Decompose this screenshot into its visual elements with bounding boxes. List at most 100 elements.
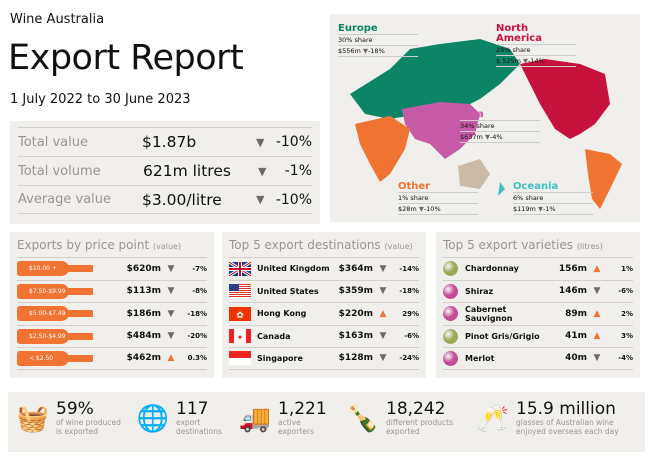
grape-icon [443,306,458,322]
list-item: Chardonnay 156m ▲ 1% [443,257,633,280]
panel-title: Exports by price point (value) [17,238,207,252]
summary-label: Total volume [18,163,101,179]
row-change: -8% [192,287,207,296]
stat-value: 117 [176,399,209,419]
wine-bottles-icon: 🍾 [346,404,380,434]
variety-name: Merlot [465,353,495,363]
panel-title-text: Exports by price point [17,238,150,252]
region-label-oceania: Oceania 6% share $119m ▼-1% [513,182,593,215]
trend-down-icon: ▼ [167,308,175,319]
bottle-icon: $5.00-$7.49 [17,306,93,322]
variety-name: Pinot Gris/Grigio [465,331,540,341]
row-value: $620m [126,263,161,274]
flag-sg-icon [229,351,251,366]
trend-down-icon: ▼ [520,57,529,65]
trend-down-icon: ▼ [379,286,387,297]
stat-desc: enjoyed overseas each day [516,427,619,436]
region-value-line: $637m ▼-4% [460,132,540,143]
stats-strip: 🧺 59% of wine produced is exported 🌐 117 expor… [8,392,645,452]
row-change: -18% [399,287,419,296]
row-value: 89m [565,308,587,319]
summary-change: -10% [275,191,312,208]
list-item: Pinot Gris/Grigio 41m ▲ 3% [443,324,633,348]
region-share: 1% share [398,193,478,204]
grape-icon [443,283,458,299]
row-change: -4% [618,354,633,363]
row-value: 41m [565,331,587,342]
list-item: Cabernet Sauvignon 89m ▲ 2% [443,302,633,325]
summary-label: Average value [18,192,112,207]
trend-down-icon: ▼ [167,286,175,297]
row-value: $220m [338,308,373,319]
map-region-south-america [585,149,622,209]
panel-title-unit: (litres) [576,242,603,251]
globe-icon: 🌐 [136,404,170,434]
stat-value: 18,242 [386,399,446,419]
flag-us-icon [229,284,251,299]
row-value: 40m [565,353,587,364]
summary-change: -10% [275,134,312,150]
row-value: $359m [338,286,373,297]
list-item: $5.00-$7.49 $186m ▼ -18% [17,302,207,325]
list-item: $2.50-$4.99 $484m ▼ -20% [17,324,207,348]
report-period: 1 July 2022 to 30 June 2023 [10,92,191,107]
region-value: $556m [338,47,361,55]
row-value: $128m [338,353,373,364]
trend-down-icon: ▼ [167,263,175,274]
row-change: -18% [187,309,207,318]
row-change: 0.3% [187,354,207,363]
country-name: Hong Kong [257,309,307,319]
svg-text:✦: ✦ [237,333,244,342]
stat-desc: glasses of Australian wine [516,418,614,427]
trend-down-icon: ▼ [379,263,387,274]
trend-down-icon: ▼ [535,205,543,213]
list-item: United States $359m ▼ -18% [229,279,419,303]
region-label-asia: Asia 34% share $637m ▼-4% [460,110,540,143]
trend-down-icon: ▼ [360,47,368,55]
region-change: -14% [528,57,545,65]
trend-down-icon: ▼ [416,205,424,213]
summary-row: Average value $3.00/litre ▼ -10% [18,185,312,214]
panel-title-text: Top 5 export varieties [443,238,573,252]
list-item: < $2.50 $462m ▲ 0.3% [17,347,207,370]
destinations-panel: Top 5 export destinations (value) United … [222,232,426,378]
variety-name: Cabernet Sauvignon [465,304,513,323]
trend-up-icon: ▲ [593,263,601,274]
region-value-line: $119m ▼-1% [513,204,593,215]
stat-text: 117 export destinations [176,400,222,436]
stat-text: 59% of wine produced is exported [56,400,121,436]
bottle-icon: $10.00 + [17,261,93,277]
map-region-asia [402,102,480,159]
map-region-europe [350,39,520,119]
svg-text:✿: ✿ [236,311,244,321]
region-label-north-america: North America 28% share $ 525m ▼-14% [496,24,576,67]
list-item: Merlot 40m ▼ -4% [443,347,633,370]
country-name: Canada [257,331,291,341]
flag-uk-icon [229,261,251,276]
list-item: ✿ Hong Kong $220m ▲ 29% [229,302,419,325]
region-share: 6% share [513,193,593,204]
list-item: ✦ Canada $163m ▼ -6% [229,324,419,348]
trend-down-icon: ▼ [256,135,265,149]
stat-desc: of wine produced [56,418,121,427]
trend-down-icon: ▼ [593,353,601,364]
flag-hk-icon: ✿ [229,306,251,321]
price-band-label: $7.50-$9.99 [17,283,69,299]
list-item: United Kingdom $364m ▼ -14% [229,257,419,280]
row-change: 29% [402,309,419,318]
row-value: $163m [338,331,373,342]
region-value-line: $ 525m ▼-14% [496,56,576,67]
map-region-north-america [520,59,610,139]
region-name: North America [496,24,576,45]
panel-title-unit: (value) [153,242,182,251]
row-change: -14% [399,264,419,273]
list-item: $10.00 + $620m ▼ -7% [17,257,207,280]
summary-label: Total value [18,134,89,150]
price-band-label: < $2.50 [17,350,69,366]
map-region-africa [355,116,410,182]
variety-name: Chardonnay [465,264,519,274]
list-item: Singapore $128m ▼ -24% [229,347,419,370]
brand-name: Wine Australia [10,12,105,27]
trend-up-icon: ▲ [593,331,601,342]
stat-desc: active [278,418,301,427]
